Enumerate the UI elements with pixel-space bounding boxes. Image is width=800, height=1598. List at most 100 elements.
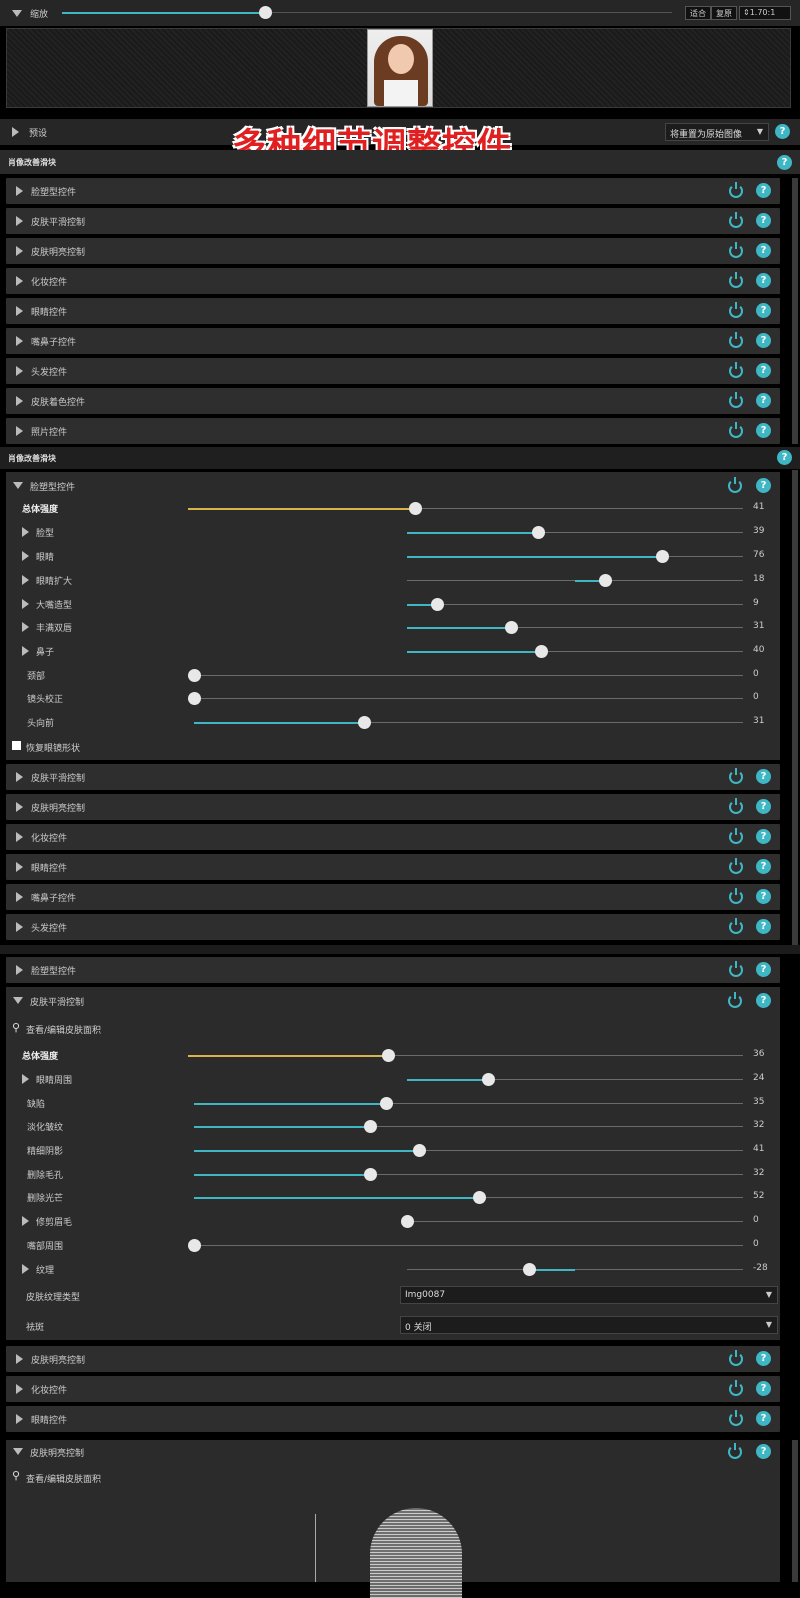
expand-icon[interactable]: [12, 127, 19, 137]
zoom-ratio-field[interactable]: ⇕1.70:1: [739, 6, 791, 20]
slider-track[interactable]: [407, 598, 743, 611]
panel3-row[interactable]: 皮肤明亮控制?: [6, 1346, 780, 1372]
panel1-row[interactable]: 皮肤着色控件?: [6, 388, 780, 414]
slider-knob[interactable]: [656, 550, 669, 563]
slider-knob[interactable]: [532, 526, 545, 539]
help-icon[interactable]: ?: [756, 799, 771, 814]
help-icon[interactable]: ?: [756, 1351, 771, 1366]
panel2-row[interactable]: 皮肤明亮控制?: [6, 794, 780, 820]
help-icon[interactable]: ?: [775, 124, 790, 139]
slider-track[interactable]: [188, 1049, 743, 1062]
slider-track[interactable]: [194, 1168, 743, 1181]
collapse-icon[interactable]: [12, 10, 22, 17]
slider-knob[interactable]: [188, 1239, 201, 1252]
power-icon[interactable]: [729, 858, 743, 874]
panel3-face-shape-row[interactable]: 脸塑型控件 ?: [6, 957, 780, 983]
zoom-slider[interactable]: [62, 6, 672, 19]
help-icon[interactable]: ?: [756, 478, 771, 493]
expand-icon[interactable]: [16, 832, 23, 842]
panel1-row[interactable]: 皮肤明亮控制?: [6, 238, 780, 264]
slider-track[interactable]: [194, 716, 743, 729]
expand-icon[interactable]: [22, 551, 29, 561]
help-icon[interactable]: ?: [756, 919, 771, 934]
zoom-slider-knob[interactable]: [259, 6, 272, 19]
expand-icon[interactable]: [22, 646, 29, 656]
slider-knob[interactable]: [413, 1144, 426, 1157]
expand-icon[interactable]: [16, 216, 23, 226]
expand-icon[interactable]: [22, 1074, 29, 1084]
expand-icon[interactable]: [16, 306, 23, 316]
slider-knob[interactable]: [409, 502, 422, 515]
slider-knob[interactable]: [599, 574, 612, 587]
slider-knob[interactable]: [535, 645, 548, 658]
help-icon[interactable]: ?: [756, 393, 771, 408]
scrollbar[interactable]: [792, 1440, 798, 1582]
texture-type-select[interactable]: Img0087: [400, 1286, 778, 1304]
restore-button[interactable]: 复原: [711, 6, 737, 20]
slider-track[interactable]: [407, 526, 743, 539]
slider-track[interactable]: [194, 1097, 743, 1110]
scrollbar[interactable]: [792, 178, 798, 444]
slider-track[interactable]: [407, 621, 743, 634]
expand-icon[interactable]: [16, 276, 23, 286]
slider-knob[interactable]: [188, 692, 201, 705]
reset-dropdown[interactable]: 将重置为原始图像: [665, 123, 769, 141]
help-icon[interactable]: ?: [756, 243, 771, 258]
help-icon[interactable]: ?: [756, 993, 771, 1008]
help-icon[interactable]: ?: [756, 769, 771, 784]
help-icon[interactable]: ?: [756, 859, 771, 874]
panel1-row[interactable]: 化妆控件?: [6, 268, 780, 294]
expand-icon[interactable]: [22, 1264, 29, 1274]
power-icon[interactable]: [729, 182, 743, 198]
power-icon[interactable]: [729, 1380, 743, 1396]
help-icon[interactable]: ?: [756, 213, 771, 228]
expand-icon[interactable]: [16, 246, 23, 256]
slider-knob[interactable]: [358, 716, 371, 729]
power-icon[interactable]: [729, 888, 743, 904]
collapse-icon[interactable]: [13, 1448, 23, 1455]
power-icon[interactable]: [729, 392, 743, 408]
panel2-row[interactable]: 皮肤平滑控制?: [6, 764, 780, 790]
expand-icon[interactable]: [16, 862, 23, 872]
expand-icon[interactable]: [16, 892, 23, 902]
power-icon[interactable]: [728, 477, 742, 493]
panel2-row[interactable]: 嘴鼻子控件?: [6, 884, 780, 910]
expand-icon[interactable]: [22, 622, 29, 632]
power-icon[interactable]: [729, 332, 743, 348]
power-icon[interactable]: [729, 242, 743, 258]
slider-track[interactable]: [407, 574, 743, 587]
panel1-row[interactable]: 眼睛控件?: [6, 298, 780, 324]
help-icon[interactable]: ?: [756, 1444, 771, 1459]
slider-knob[interactable]: [380, 1097, 393, 1110]
expand-icon[interactable]: [16, 802, 23, 812]
panel2-row[interactable]: 头发控件?: [6, 914, 780, 940]
help-icon[interactable]: ?: [756, 423, 771, 438]
power-icon[interactable]: [729, 302, 743, 318]
power-icon[interactable]: [729, 828, 743, 844]
power-icon[interactable]: [729, 362, 743, 378]
panel1-row[interactable]: 皮肤平滑控制?: [6, 208, 780, 234]
slider-track[interactable]: [194, 1120, 743, 1133]
panel1-row[interactable]: 嘴鼻子控件?: [6, 328, 780, 354]
updown-arrows-icon[interactable]: ⇕: [743, 8, 750, 17]
slider-knob[interactable]: [382, 1049, 395, 1062]
slider-track[interactable]: [407, 1073, 743, 1086]
slider-knob[interactable]: [364, 1120, 377, 1133]
help-icon[interactable]: ?: [756, 303, 771, 318]
slider-track[interactable]: [194, 1144, 743, 1157]
expand-icon[interactable]: [16, 366, 23, 376]
slider-knob[interactable]: [364, 1168, 377, 1181]
help-icon[interactable]: ?: [777, 155, 792, 170]
slider-track[interactable]: [188, 1239, 743, 1252]
power-icon[interactable]: [729, 961, 743, 977]
panel1-row[interactable]: 头发控件?: [6, 358, 780, 384]
panel3-row[interactable]: 化妆控件?: [6, 1376, 780, 1402]
view-skin-area-link[interactable]: 查看/编辑皮肤面积: [26, 1026, 102, 1036]
slider-track[interactable]: [194, 1191, 743, 1204]
expand-icon[interactable]: [16, 1354, 23, 1364]
expand-icon[interactable]: [22, 575, 29, 585]
eyedropper-icon[interactable]: ⚲: [12, 1469, 21, 1482]
slider-knob[interactable]: [473, 1191, 486, 1204]
power-icon[interactable]: [729, 212, 743, 228]
help-icon[interactable]: ?: [756, 333, 771, 348]
